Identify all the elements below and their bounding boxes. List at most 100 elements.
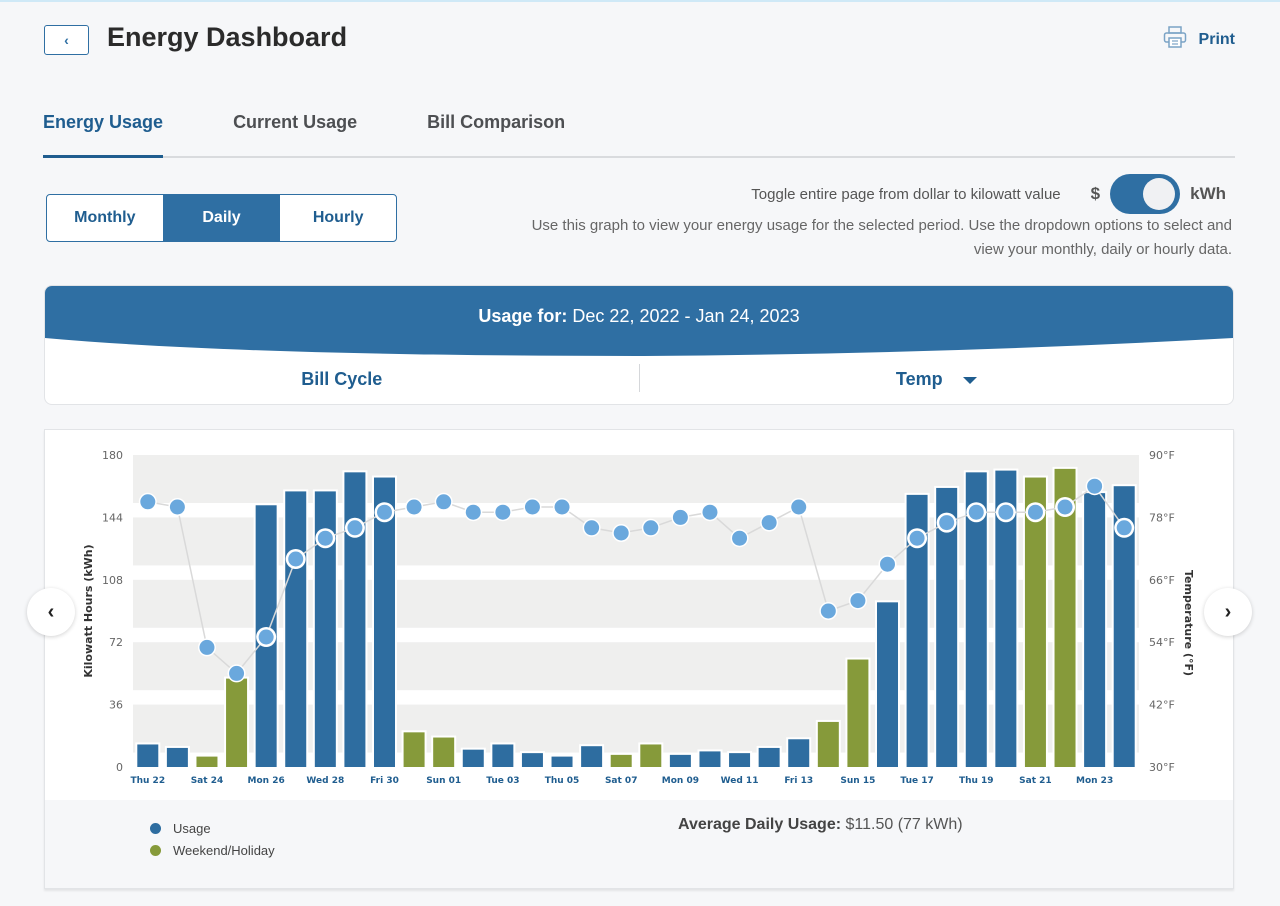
temperature-point	[672, 509, 688, 525]
back-button[interactable]: ‹	[44, 25, 89, 55]
usage-bar	[640, 744, 662, 767]
usage-bar	[226, 678, 248, 767]
printer-icon	[1163, 26, 1187, 53]
unit-toggle-switch[interactable]	[1110, 174, 1181, 214]
temperature-point	[613, 525, 629, 541]
x-tick-label: Fri 30	[370, 776, 399, 786]
y-tick-label: 36	[109, 699, 123, 712]
period-hourly-button[interactable]: Hourly	[279, 195, 396, 241]
temperature-point	[584, 520, 600, 536]
chevron-left-icon: ‹	[47, 600, 55, 623]
toggle-description: Toggle entire page from dollar to kilowa…	[751, 185, 1061, 203]
usage-bar	[551, 756, 573, 767]
next-period-button[interactable]: ›	[1204, 588, 1252, 636]
legend-label-weekend: Weekend/Holiday	[173, 842, 275, 858]
x-tick-label: Mon 09	[662, 776, 699, 786]
usage-bar	[729, 753, 751, 767]
temperature-point	[909, 530, 925, 546]
divider	[638, 364, 640, 392]
bill-cycle-button[interactable]: Bill Cycle	[45, 364, 639, 394]
usage-bar	[492, 744, 514, 767]
usage-bar	[906, 494, 928, 767]
y2-axis-title: Temperature (°F)	[1182, 570, 1195, 676]
x-tick-label: Sun 15	[840, 776, 875, 786]
temperature-point	[939, 515, 955, 531]
toggle-knob	[1143, 178, 1176, 210]
temperature-point	[1027, 504, 1043, 520]
x-tick-label: Wed 28	[306, 776, 344, 786]
usage-bar	[877, 602, 898, 767]
x-tick-label: Sat 07	[605, 776, 638, 786]
temp-dropdown-label: Temp	[895, 368, 943, 389]
temperature-point	[140, 494, 156, 510]
y-tick-label: 72	[109, 636, 123, 649]
temperature-point	[377, 504, 392, 520]
tab-energy-usage[interactable]: Energy Usage	[43, 102, 164, 158]
temperature-point	[820, 603, 836, 619]
usage-bar	[433, 737, 455, 767]
temperature-point	[880, 556, 895, 572]
temperature-point	[643, 520, 659, 536]
usage-bar	[1113, 486, 1135, 767]
legend-label-usage: Usage	[173, 820, 211, 836]
x-tick-label: Tue 03	[486, 776, 519, 786]
y-tick-label: 0	[116, 761, 123, 774]
usage-bar	[788, 739, 810, 767]
usage-bar	[462, 749, 484, 767]
average-daily-usage: Average Daily Usage: $11.50 (77 kWh)	[678, 816, 963, 834]
usage-bar	[758, 747, 780, 767]
y2-tick-label: 30°F	[1149, 761, 1175, 774]
usage-bar	[1024, 477, 1046, 767]
x-tick-label: Mon 26	[248, 776, 285, 786]
x-tick-label: Thu 22	[130, 776, 165, 786]
period-daily-button[interactable]: Daily	[162, 195, 280, 241]
print-label: Print	[1198, 30, 1235, 48]
usage-chart-card: 0 36 72 108 144 180 30°F 42°F 54°F 66°F 78°F 90°F Ki…	[44, 429, 1234, 889]
usage-bar	[1084, 493, 1106, 767]
temperature-point	[554, 499, 570, 515]
instructions-text: Use this graph to view your energy usage…	[531, 217, 1232, 258]
usage-subbar: Bill Cycle Temp	[45, 364, 1233, 394]
temperature-point	[1087, 478, 1103, 494]
period-monthly-button[interactable]: Monthly	[74, 209, 136, 226]
usage-bar	[166, 747, 188, 767]
temperature-point	[465, 504, 481, 520]
temp-dropdown[interactable]: Temp	[640, 364, 1234, 394]
temperature-point	[436, 494, 452, 510]
usage-bar	[699, 751, 721, 767]
temperature-point	[732, 530, 748, 546]
x-tick-label: Fri 13	[784, 776, 813, 786]
previous-period-button[interactable]: ‹	[27, 588, 75, 636]
x-tick-label: Sat 24	[191, 776, 224, 786]
x-tick-label: Mon 23	[1076, 776, 1113, 786]
usage-range-value: Dec 22, 2022 - Jan 24, 2023	[572, 306, 800, 326]
temperature-point	[968, 504, 984, 520]
usage-bar	[817, 721, 839, 767]
x-tick-label: Thu 05	[545, 776, 580, 786]
legend-item-weekend: Weekend/Holiday	[150, 839, 275, 861]
usage-bar	[936, 487, 958, 767]
y2-tick-label: 66°F	[1149, 574, 1175, 587]
x-tick-label: Wed 11	[721, 776, 759, 786]
print-button[interactable]: Print	[1163, 26, 1235, 53]
caret-down-icon	[962, 369, 977, 390]
temperature-point	[199, 639, 215, 655]
usage-bar	[344, 472, 366, 767]
unit-toggle-row: Toggle entire page from dollar to kilowa…	[751, 174, 1226, 214]
tab-current-usage[interactable]: Current Usage	[233, 112, 358, 132]
y-tick-label: 180	[102, 449, 123, 462]
temperature-point	[1116, 520, 1132, 536]
temperature-line	[147, 485, 1125, 675]
usage-bar	[521, 753, 543, 767]
y-tick-label: 108	[102, 574, 123, 587]
y2-tick-label: 78°F	[1149, 511, 1175, 524]
temperature-point	[761, 515, 777, 531]
toggle-kwh-label: kWh	[1190, 184, 1226, 203]
usage-bar	[374, 477, 395, 767]
chart-footer: Usage Weekend/Holiday Average Daily Usag…	[45, 800, 1233, 888]
tab-bill-comparison[interactable]: Bill Comparison	[427, 112, 566, 132]
y-axis-title: Kilowatt Hours (kWh)	[82, 544, 95, 677]
usage-range: Usage for: Dec 22, 2022 - Jan 24, 2023	[45, 306, 1233, 327]
temperature-point	[258, 629, 274, 645]
usage-banner-bg	[45, 286, 1233, 356]
